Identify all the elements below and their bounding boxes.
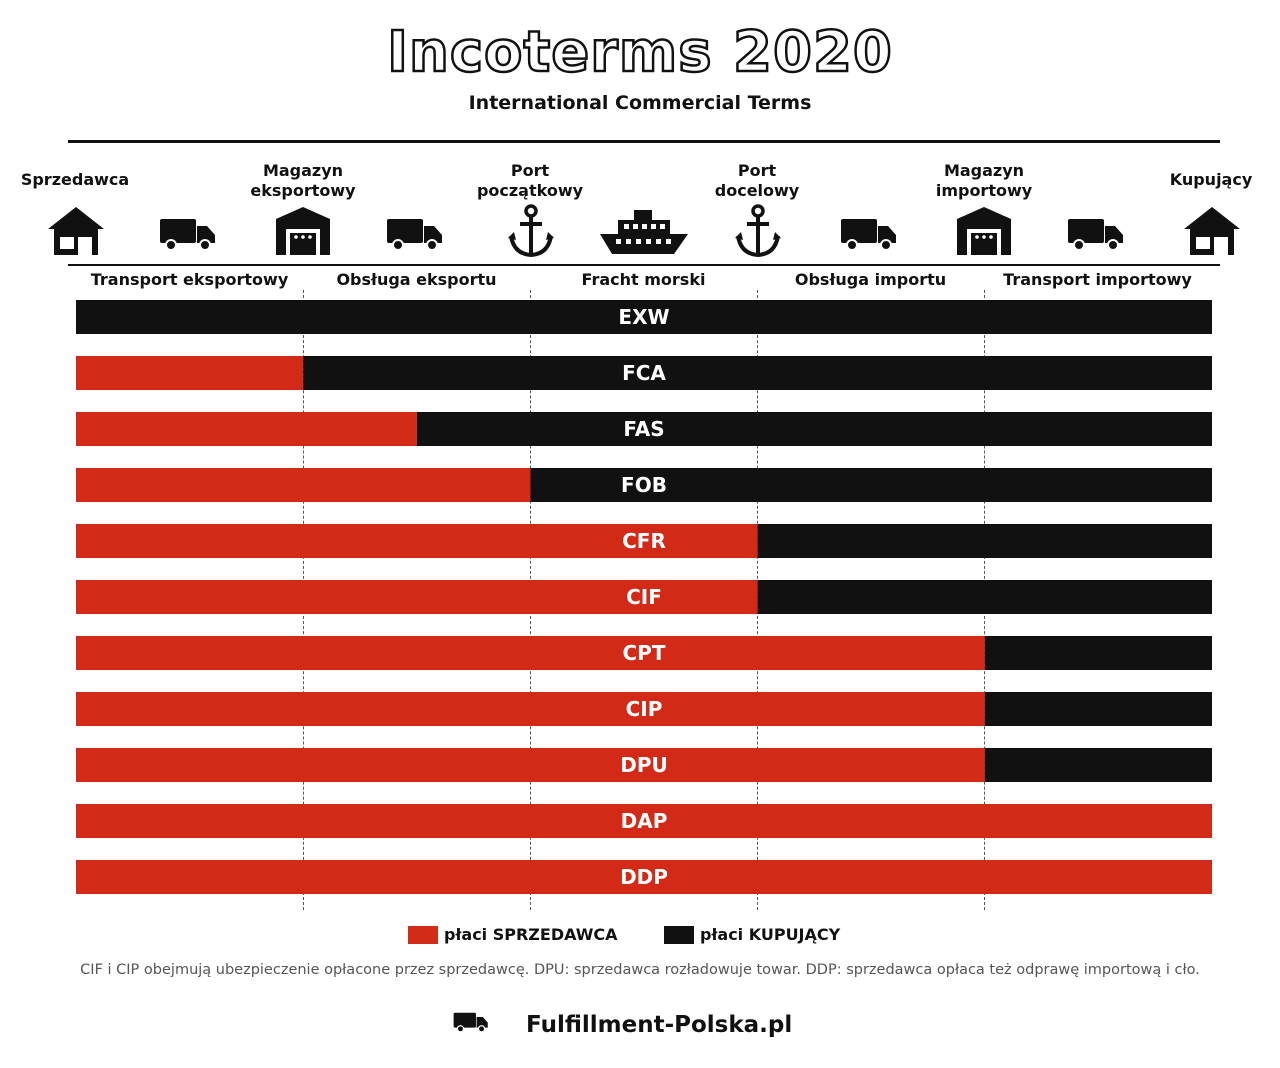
place-label-origin-port-text: Port początkowy — [476, 161, 584, 200]
stage-label-import-transport: Transport importowy — [1003, 270, 1192, 289]
truck-icon — [453, 1012, 488, 1033]
place-label-seller: Sprzedawca — [20, 170, 130, 189]
page-title: Incoterms 2020 — [386, 19, 893, 87]
bar-seller-cip — [76, 692, 985, 726]
bar-seller-dpu — [76, 748, 985, 782]
warehouse-icon — [957, 207, 1011, 255]
legend-seller-label: płaci SPRZEDAWCA — [444, 925, 618, 944]
bar-buyer-cpt — [984, 636, 1212, 670]
icons-divider — [68, 264, 1220, 266]
house-icon — [1184, 207, 1240, 255]
bar-label-dap: DAP — [621, 809, 668, 833]
legend-buyer-label: płaci KUPUJĄCY — [700, 925, 841, 944]
bar-buyer-fca — [303, 356, 1212, 390]
legend-seller-swatch — [408, 926, 438, 944]
bar-label-fas: FAS — [623, 417, 664, 441]
anchor-icon — [735, 204, 781, 258]
place-label-export-warehouse: Magazyn eksportowy — [218, 161, 388, 201]
bar-seller-cpt — [76, 636, 985, 670]
bar-buyer-cfr — [757, 524, 1212, 558]
bar-seller-fca — [76, 356, 304, 390]
bar-buyer-cip — [984, 692, 1212, 726]
bar-buyer-fob — [530, 468, 1212, 502]
place-label-origin-port: Port początkowy — [445, 161, 615, 201]
place-label-buyer: Kupujący — [1169, 170, 1253, 189]
anchor-icon — [508, 204, 554, 258]
top-divider — [68, 140, 1220, 143]
ship-icon — [600, 210, 688, 254]
stage-label-import-handling: Obsługa importu — [794, 270, 947, 289]
bar-label-fca: FCA — [622, 361, 666, 385]
bar-buyer-exw — [76, 300, 1212, 334]
place-label-import-warehouse-text: Magazyn importowy — [935, 161, 1033, 200]
warehouse-icon — [276, 207, 330, 255]
house-icon — [48, 207, 104, 255]
truck-icon — [387, 219, 442, 251]
bar-label-cip: CIP — [626, 697, 663, 721]
page-subtitle: International Commercial Terms — [468, 92, 812, 114]
place-label-destination-port-text: Port docelowy — [714, 161, 800, 200]
bar-buyer-cif — [757, 580, 1212, 614]
place-label-import-warehouse: Magazyn importowy — [899, 161, 1069, 201]
bar-label-cpt: CPT — [623, 641, 666, 665]
bar-buyer-dpu — [984, 748, 1212, 782]
bar-label-cif: CIF — [626, 585, 662, 609]
bar-label-exw: EXW — [618, 305, 669, 329]
bar-label-cfr: CFR — [622, 529, 666, 553]
stage-label-export-transport: Transport eksportowy — [90, 270, 289, 289]
bar-label-fob: FOB — [621, 473, 667, 497]
truck-icon — [841, 219, 896, 251]
truck-icon — [160, 219, 215, 251]
bar-seller-ddp — [76, 860, 1212, 894]
place-label-export-warehouse-text: Magazyn eksportowy — [250, 161, 356, 200]
footnote: CIF i CIP obejmują ubezpieczenie opłacon… — [80, 962, 1200, 978]
bar-seller-cif — [76, 580, 758, 614]
brand-name: Fulfillment-Polska.pl — [526, 1012, 793, 1038]
bar-label-dpu: DPU — [620, 753, 668, 777]
legend-buyer-swatch — [664, 926, 694, 944]
bar-label-ddp: DDP — [620, 865, 668, 889]
place-label-destination-port: Port docelowy — [672, 161, 842, 201]
bar-seller-dap — [76, 804, 1212, 838]
stage-label-export-handling: Obsługa eksportu — [336, 270, 497, 289]
truck-icon — [1068, 219, 1123, 251]
bar-seller-cfr — [76, 524, 758, 558]
bar-seller-fas — [76, 412, 417, 446]
bar-buyer-fas — [416, 412, 1212, 446]
bar-seller-fob — [76, 468, 531, 502]
stage-label-sea-freight: Fracht morski — [581, 270, 706, 289]
